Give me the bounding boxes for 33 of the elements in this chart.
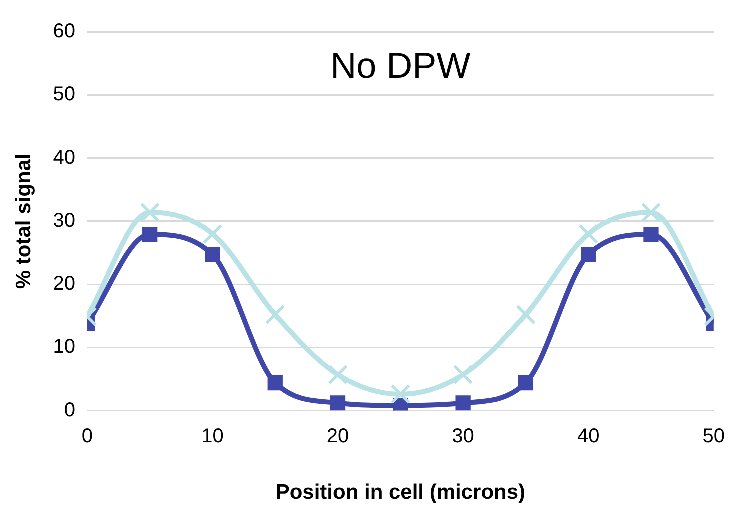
point [205, 247, 220, 262]
point [140, 202, 160, 223]
point [268, 375, 283, 391]
y-tick-label: 60 [53, 20, 76, 43]
point [390, 384, 411, 404]
x-tick-label: 40 [577, 425, 600, 448]
point [518, 375, 534, 391]
x-tick-label: 20 [326, 425, 350, 448]
point [328, 364, 348, 385]
x-tick-label: 50 [702, 425, 725, 448]
point [516, 304, 536, 325]
y-tick-label: 50 [53, 84, 76, 106]
x-tick-label: 0 [82, 425, 94, 448]
point [330, 396, 346, 411]
y-axis-title: % total signal [12, 154, 36, 290]
point [202, 224, 223, 244]
point [453, 364, 474, 385]
point [265, 304, 286, 325]
y-tick-label: 0 [64, 399, 76, 422]
point [578, 224, 599, 244]
y-tick-label: 40 [53, 146, 76, 169]
point [456, 396, 471, 411]
x-axis-title: Position in cell (microns) [276, 481, 526, 504]
y-tick-label: 30 [53, 210, 76, 232]
x-tick-label: 30 [452, 425, 474, 448]
point [581, 247, 596, 262]
chart-title: No DPW [330, 44, 471, 86]
point [142, 227, 158, 242]
point [641, 202, 662, 223]
y-tick-label: 10 [53, 336, 76, 358]
x-tick-label: 10 [202, 425, 224, 448]
y-tick-label: 20 [53, 273, 76, 296]
point [644, 227, 659, 242]
